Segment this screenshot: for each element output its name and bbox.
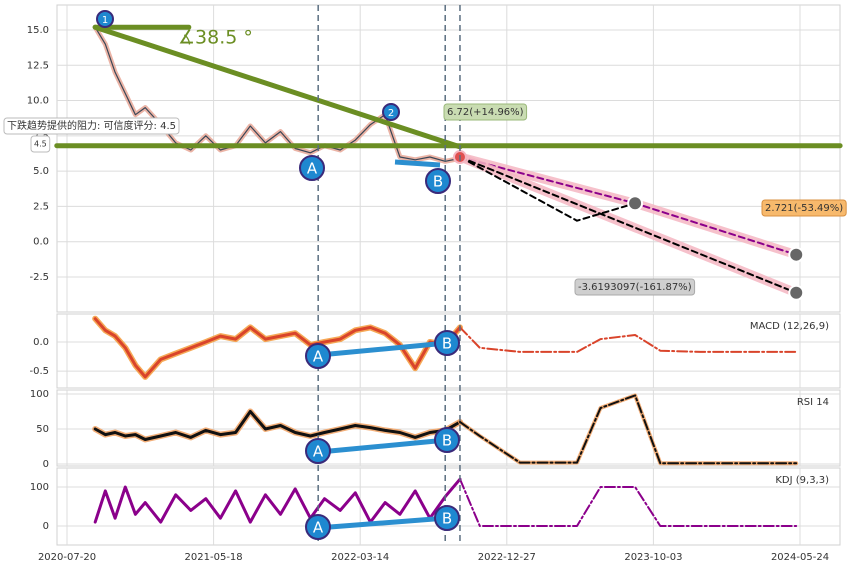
x-tick-label: 2023-10-03 — [624, 552, 682, 563]
y-tick-label: 12.5 — [27, 60, 49, 71]
x-tick-label: 2022-03-14 — [331, 552, 389, 563]
y-tick-label: 0.0 — [33, 337, 49, 348]
series-line — [92, 24, 463, 150]
y-tick-label: -0.5 — [29, 366, 49, 377]
panel-label: KDJ (9,3,3) — [775, 475, 829, 486]
series-line — [459, 394, 798, 465]
series-line — [93, 317, 462, 379]
panel-label: MACD (12,26,9) — [750, 321, 829, 332]
marker-label: 1 — [102, 15, 108, 26]
connector — [394, 159, 441, 168]
x-tick-label: 2022-12-27 — [478, 552, 536, 563]
marker — [96, 10, 114, 28]
marker-label: A — [307, 160, 318, 178]
y-tick-label: 0 — [43, 521, 49, 532]
series-line — [93, 410, 462, 441]
y-tick-label: 5.0 — [33, 166, 49, 177]
marker — [305, 438, 331, 464]
point — [788, 246, 805, 263]
series-line — [459, 156, 637, 222]
marker — [299, 155, 325, 181]
point — [788, 284, 805, 301]
x-tick-label: 2021-05-18 — [185, 552, 243, 563]
marker-label: B — [442, 335, 452, 353]
marker-label: B — [433, 173, 443, 191]
annotation-box — [30, 135, 51, 153]
series-line — [93, 477, 462, 524]
marker — [305, 343, 331, 369]
marker — [382, 103, 400, 121]
annotation-box — [443, 103, 528, 121]
y-tick-label: 0.0 — [33, 237, 49, 248]
marker — [434, 427, 460, 453]
point — [627, 195, 644, 212]
y-tick-label: 10.0 — [27, 96, 49, 107]
marker — [305, 514, 331, 540]
marker-label: B — [442, 510, 452, 528]
y-tick-label: 15.0 — [27, 25, 49, 36]
series-line — [459, 326, 798, 353]
panel-label: RSI 14 — [797, 397, 829, 408]
series-line — [94, 26, 461, 162]
x-tick-label: 2024-05-24 — [771, 552, 829, 563]
y-tick-label: 0 — [43, 459, 49, 470]
annotation: 2.721(-53.49%) — [765, 203, 843, 214]
y-tick-label: 2.5 — [33, 201, 49, 212]
marker — [434, 505, 460, 531]
marker-label: 2 — [388, 108, 394, 119]
annotation: 6.72(+14.96%) — [447, 107, 524, 118]
series-line — [459, 478, 798, 527]
annotation-box — [761, 199, 847, 217]
annotation: -3.6193097(-161.87%) — [578, 282, 692, 293]
annotation: 4.5 — [34, 140, 47, 149]
connector — [329, 437, 448, 454]
marker-label: A — [313, 443, 324, 461]
marker — [434, 330, 460, 356]
annotation-box — [3, 117, 180, 135]
annotation-box — [574, 278, 696, 296]
x-tick-label: 2020-07-20 — [38, 552, 96, 563]
annotation: ∡38.5 ° — [178, 27, 253, 49]
y-tick-label: 50 — [36, 424, 49, 435]
connector — [329, 340, 448, 357]
connector — [329, 515, 448, 530]
marker-label: A — [313, 348, 324, 366]
y-tick-label: 100 — [30, 482, 49, 493]
annotation: 下跌趋势提供的阻力: 可信度评分: 4.5 — [7, 119, 176, 132]
series-line — [459, 156, 798, 294]
y-tick-label: -2.5 — [29, 272, 49, 283]
marker-label: A — [313, 519, 324, 537]
y-tick-label: 100 — [30, 389, 49, 400]
marker — [425, 168, 451, 194]
marker-label: B — [442, 432, 452, 450]
